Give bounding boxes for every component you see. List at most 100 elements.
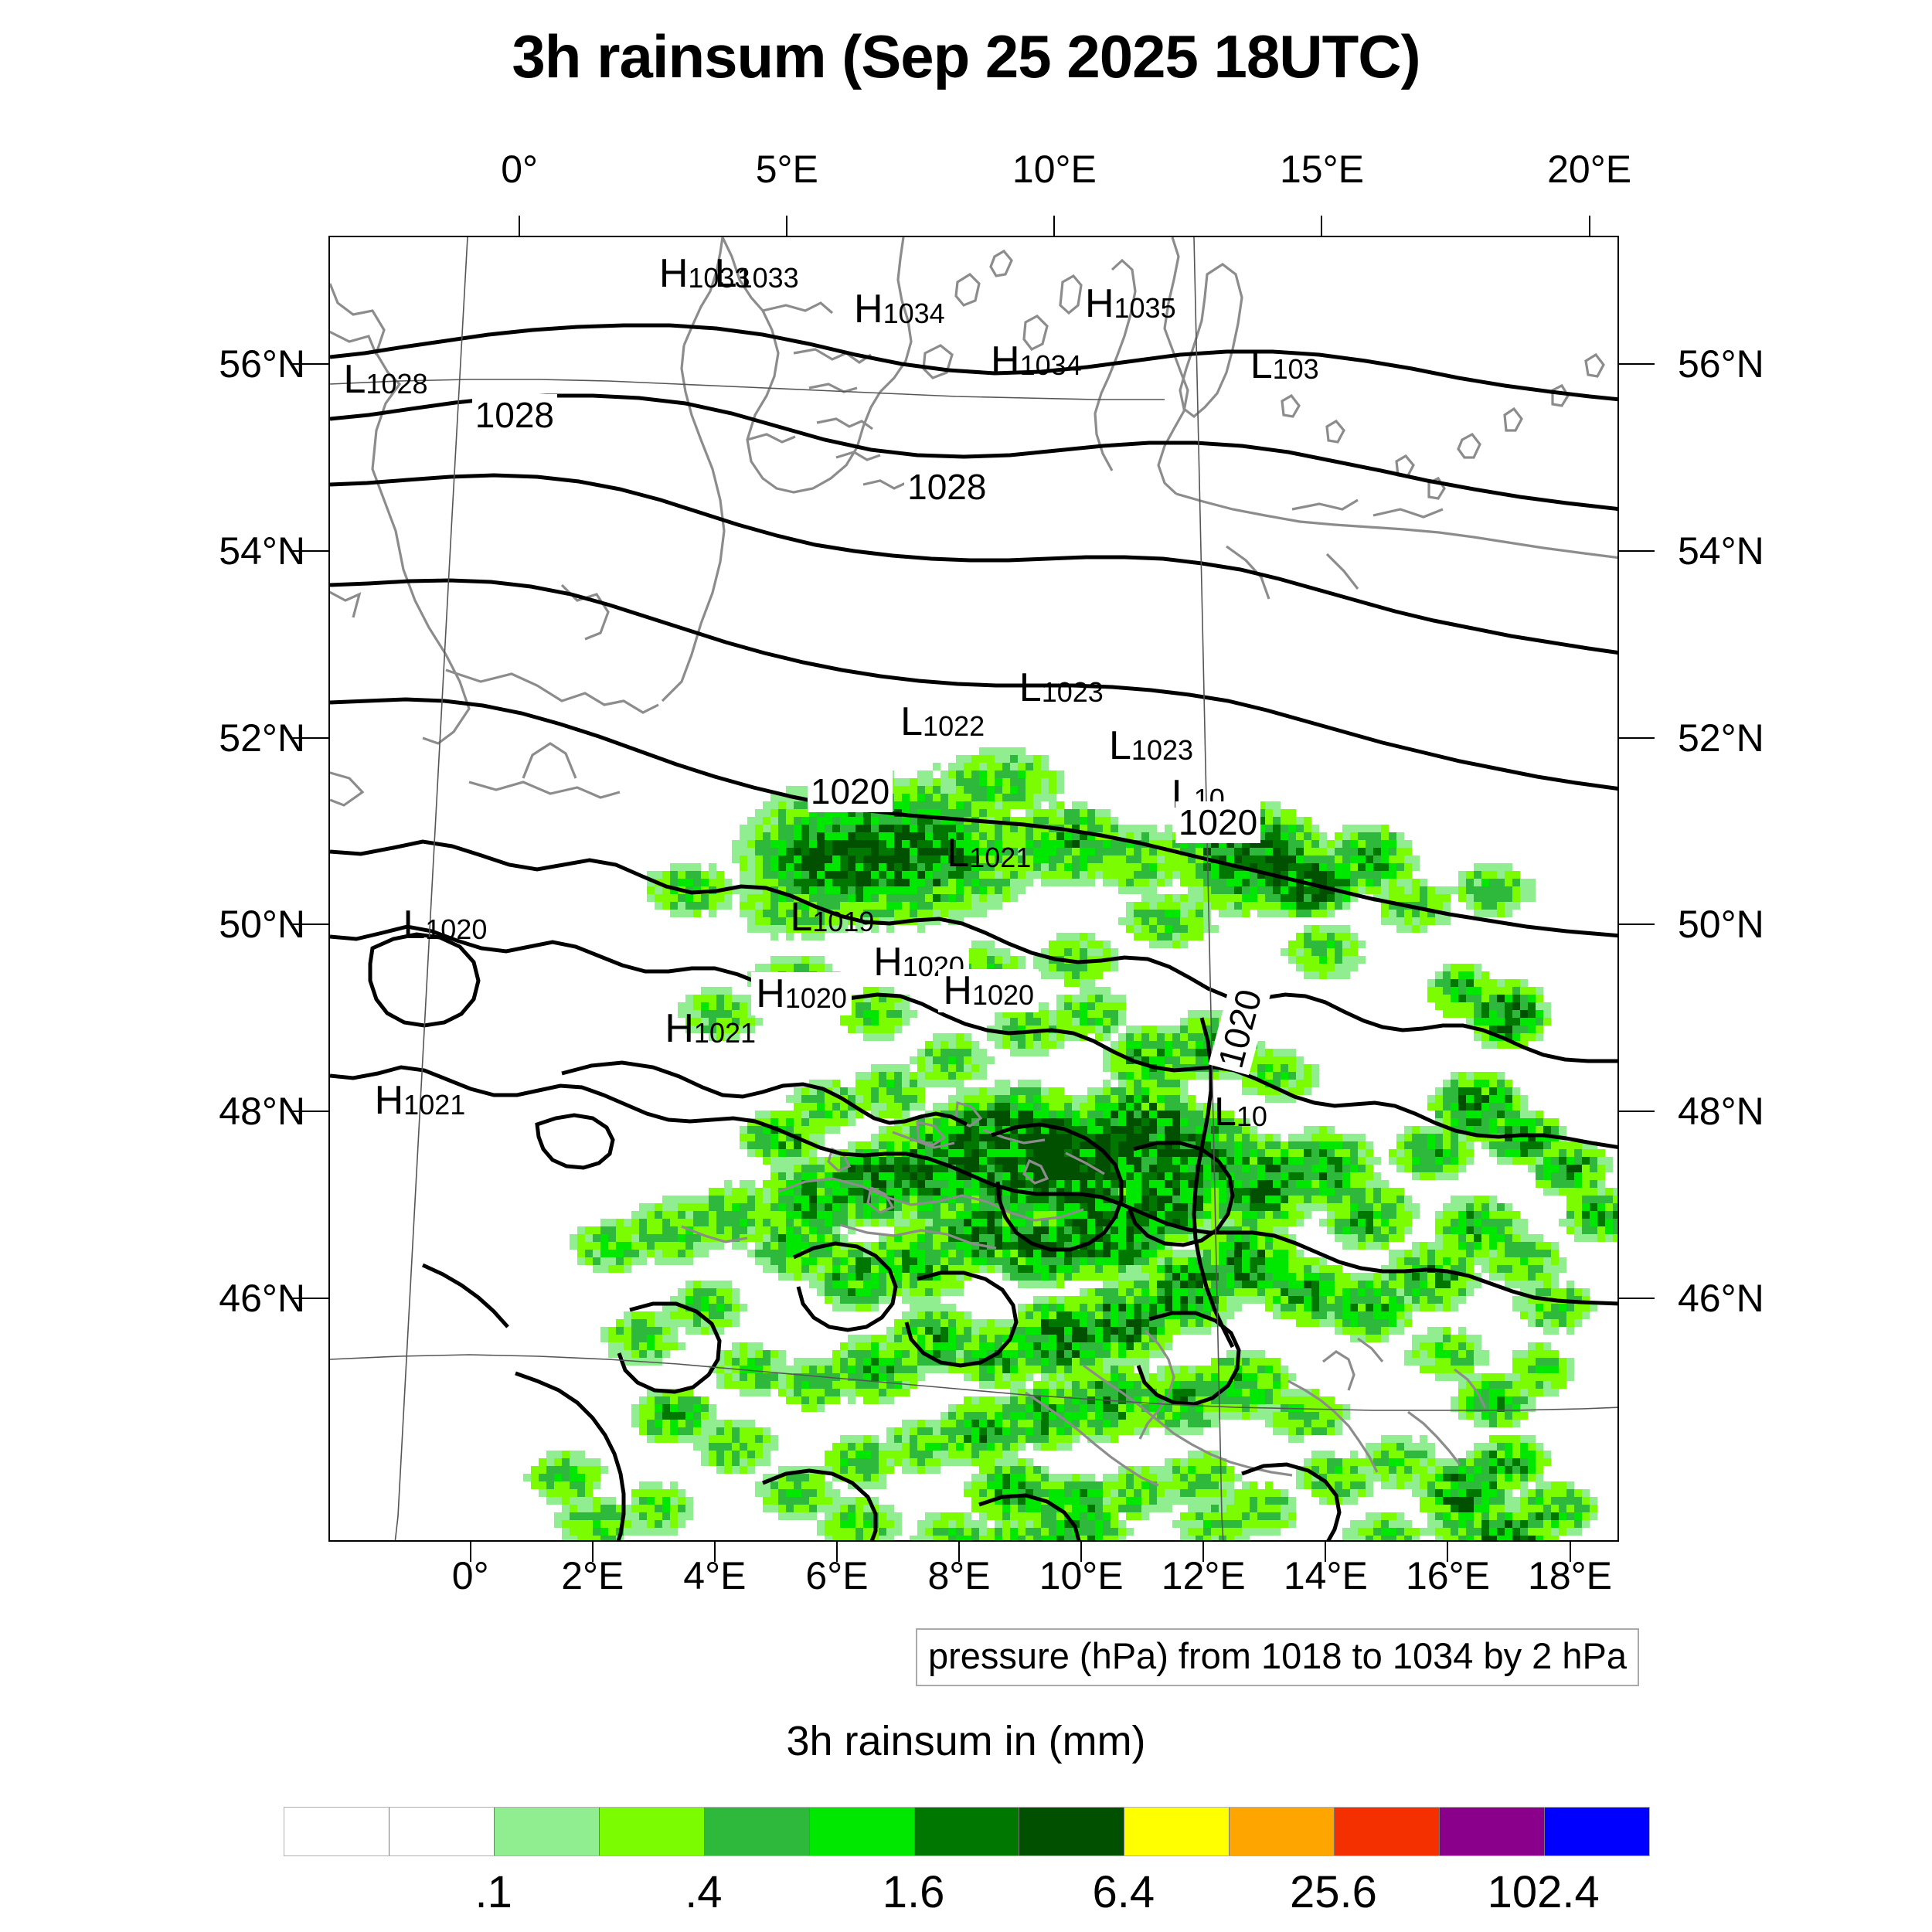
left-axis-label-3: 50°N <box>219 903 305 947</box>
axis-tick <box>1053 216 1056 236</box>
axis-tick <box>293 1111 328 1113</box>
right-axis-label-2: 52°N <box>1678 716 1764 760</box>
pressure-marker-value: 1020 <box>784 981 847 1014</box>
left-axis-label-2: 52°N <box>219 716 305 760</box>
precip-band <box>539 755 1617 1540</box>
axis-tick <box>1619 550 1655 553</box>
colorbar-cell-8 <box>1124 1808 1230 1855</box>
pressure-marker-value: 1023 <box>1131 733 1194 766</box>
colorbar-label-1: .4 <box>685 1867 723 1917</box>
graticule-layer <box>330 237 1617 1540</box>
axis-tick <box>469 1542 471 1562</box>
pressure-marker-symbol: L <box>1109 723 1131 768</box>
axis-tick <box>1619 1297 1655 1299</box>
colorbar-label-0: .1 <box>474 1867 512 1917</box>
pressure-marker-value: 1020 <box>425 913 488 946</box>
colorbar-cell-1 <box>389 1808 495 1855</box>
coastline-layer <box>330 237 1617 1487</box>
pressure-marker-l: L1020 <box>403 905 487 945</box>
pressure-marker-h: H1034 <box>854 289 945 329</box>
axis-tick <box>1588 216 1590 236</box>
axis-tick <box>1619 923 1655 926</box>
top-axis-label-4: 20°E <box>1547 148 1632 191</box>
colorbar <box>284 1807 1650 1856</box>
pressure-marker-h: H1021 <box>665 1009 756 1049</box>
pressure-marker-l: L1019 <box>790 897 874 937</box>
right-axis-label-0: 56°N <box>1678 342 1764 386</box>
right-axis-label-3: 50°N <box>1678 903 1764 947</box>
colorbar-cell-4 <box>704 1808 810 1855</box>
pressure-marker-l: L1022 <box>900 702 985 742</box>
colorbar-title: 3h rainsum in (mm) <box>786 1718 1146 1764</box>
pressure-marker-symbol: L <box>343 357 366 402</box>
axis-tick <box>293 923 328 926</box>
pressure-marker-symbol: L <box>1019 665 1042 710</box>
colorbar-cell-3 <box>599 1808 705 1855</box>
pressure-marker-h: H1033 <box>659 253 750 294</box>
axis-tick <box>1569 1542 1571 1562</box>
pressure-marker-value: 1019 <box>812 906 875 938</box>
pressure-marker-value: 103 <box>1272 353 1319 386</box>
colorbar-cell-7 <box>1019 1808 1125 1855</box>
colorbar-label-5: 102.4 <box>1487 1867 1600 1917</box>
top-axis-label-0: 0° <box>501 148 539 191</box>
pressure-marker-value: 10 <box>1236 1100 1267 1133</box>
pressure-marker-value: 1023 <box>1041 675 1104 708</box>
colorbar-label-3: 6.4 <box>1092 1867 1155 1917</box>
map-panel: H1033 L1033 H1034 H1035 H1034 L103 L1028 L1023 L… <box>328 236 1619 1542</box>
pressure-marker-h: H1034 <box>991 341 1082 381</box>
pressure-marker-symbol: H <box>1084 281 1114 326</box>
axis-tick <box>1325 1542 1327 1562</box>
pressure-range-legend: pressure (hPa) from 1018 to 1034 by 2 hP… <box>916 1628 1639 1686</box>
pressure-marker-symbol: H <box>756 971 785 1016</box>
pressure-marker-value: 1035 <box>1114 291 1176 324</box>
colorbar-cell-5 <box>809 1808 915 1855</box>
map-annotations-layer: H1033 L1033 H1034 H1035 H1034 L103 L1028 L1023 L… <box>330 237 1617 1540</box>
axis-tick <box>1619 1111 1655 1113</box>
pressure-marker-value: 1022 <box>923 709 985 742</box>
map-canvas <box>330 237 1617 1540</box>
axis-tick <box>293 550 328 553</box>
axis-tick <box>1080 1542 1083 1562</box>
isobar-label: 1020 <box>807 770 893 812</box>
pressure-marker-value: 1033 <box>736 262 799 294</box>
pressure-marker-symbol: L <box>714 251 737 297</box>
colorbar-cell-9 <box>1230 1808 1335 1855</box>
axis-tick <box>1202 1542 1205 1562</box>
colorbar-cell-11 <box>1440 1808 1546 1855</box>
isobar-label: 1028 <box>471 393 558 436</box>
pressure-marker-symbol: H <box>665 1005 694 1051</box>
pressure-marker-symbol: H <box>854 286 883 332</box>
pressure-marker-value: 1021 <box>693 1016 757 1049</box>
pressure-marker-value: 1034 <box>883 297 945 329</box>
precipitation-raster <box>523 747 1617 1540</box>
axis-tick <box>1447 1542 1449 1562</box>
pressure-marker-l: L1021 <box>947 833 1031 873</box>
axis-tick <box>1321 216 1323 236</box>
axis-tick <box>293 1297 328 1299</box>
pressure-marker-value: 1033 <box>688 262 750 294</box>
precip-band <box>662 801 1617 1540</box>
pressure-marker-symbol: L <box>403 903 426 948</box>
isobar-label-rotated: 1020 <box>1209 981 1271 1076</box>
right-axis-label-5: 46°N <box>1678 1276 1764 1320</box>
right-axis-label-1: 54°N <box>1678 529 1764 573</box>
top-axis-label-3: 15°E <box>1279 148 1364 191</box>
axis-tick <box>293 736 328 739</box>
pressure-marker-symbol: L <box>1250 342 1273 388</box>
pressure-marker-symbol: L <box>790 895 813 940</box>
pressure-marker-h: H1035 <box>1085 284 1176 324</box>
colorbar-cell-10 <box>1335 1808 1440 1855</box>
pressure-marker-symbol: H <box>943 968 972 1014</box>
axis-tick <box>835 1542 838 1562</box>
map-graphics <box>330 237 1617 1540</box>
pressure-marker-value: 1034 <box>1019 349 1082 382</box>
pressure-marker-l: L1033 <box>715 253 799 294</box>
axis-tick <box>958 1542 961 1562</box>
top-axis-label-1: 5°E <box>755 148 818 191</box>
pressure-marker-h: H1021 <box>375 1080 466 1121</box>
precip-band <box>554 770 1613 1540</box>
axis-tick <box>293 363 328 366</box>
top-axis-label-2: 10°E <box>1012 148 1097 191</box>
axis-tick <box>1619 736 1655 739</box>
